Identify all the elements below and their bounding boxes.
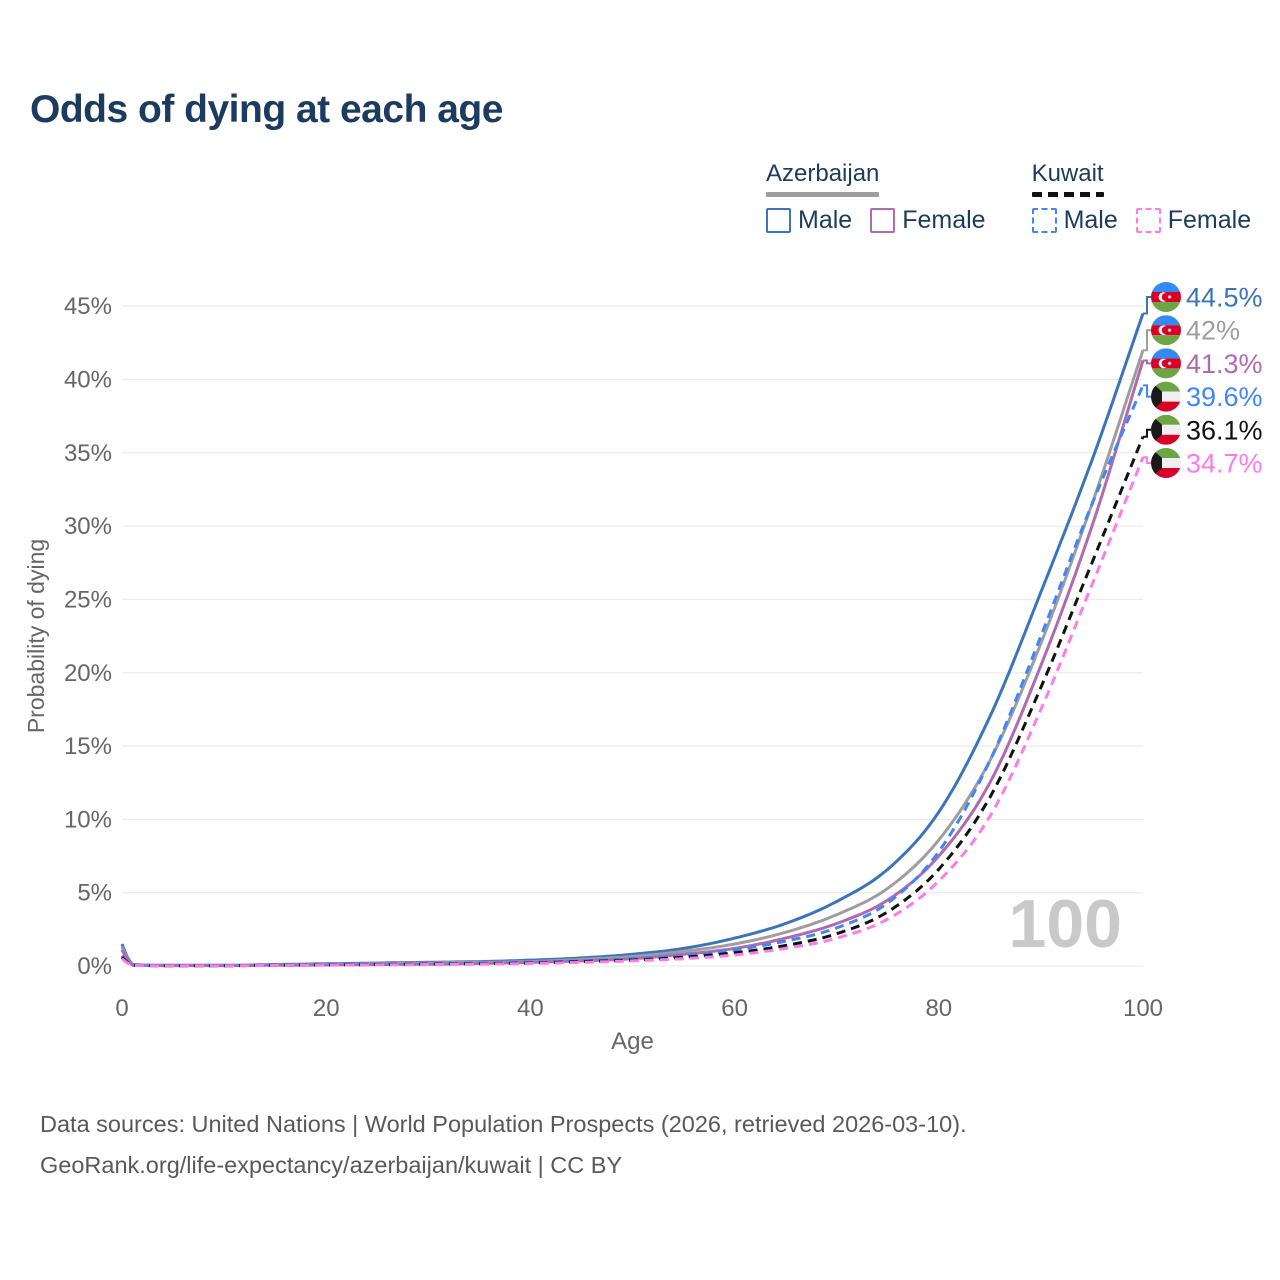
- legend-item-label: Female: [902, 206, 986, 234]
- flag-kuwait-icon: [1151, 448, 1181, 478]
- y-tick-label: 30%: [64, 513, 112, 540]
- legend: Azerbaijan Male Female Kuwait: [766, 160, 1251, 235]
- legend-item-label: Male: [1063, 206, 1118, 234]
- end-label-connector: [1143, 456, 1151, 464]
- y-tick-label: 25%: [64, 586, 112, 613]
- y-tick-label: 10%: [64, 806, 112, 833]
- legend-items-azerbaijan: Male Female: [766, 206, 986, 235]
- end-value-label-azerbaijan-male: 44.5%: [1186, 283, 1263, 313]
- x-tick-label: 0: [115, 995, 128, 1022]
- legend-swatch-kuwait-male-icon: [1031, 208, 1057, 233]
- legend-country-kuwait: Kuwait: [1031, 160, 1104, 197]
- end-label-connector: [1143, 296, 1151, 315]
- legend-swatch-kuwait-female-icon: [1135, 208, 1161, 233]
- footer-data-sources: Data sources: United Nations | World Pop…: [40, 1111, 967, 1137]
- y-tick-label: 40%: [64, 367, 112, 394]
- legend-item-azerbaijan-male[interactable]: Male: [766, 206, 852, 235]
- legend-country-label: Kuwait: [1031, 160, 1104, 187]
- end-label-connector: [1143, 329, 1151, 352]
- hovered-age-watermark: 100: [1009, 886, 1122, 962]
- y-axis-title: Probability of dying: [23, 539, 49, 733]
- end-value-label-kuwait-both-sexes: 36.1%: [1186, 415, 1263, 445]
- flag-azerbaijan-icon: [1151, 348, 1181, 379]
- legend-item-label: Male: [798, 206, 853, 234]
- x-axis-title: Age: [611, 1028, 654, 1055]
- footer: Data sources: United Nations | World Pop…: [40, 1104, 967, 1186]
- series-line-kuwait-female[interactable]: [121, 456, 1145, 968]
- end-value-label-azerbaijan-female: 41.3%: [1186, 349, 1263, 379]
- flag-kuwait-icon: [1151, 414, 1181, 445]
- legend-group-kuwait: Kuwait Male Female: [1031, 160, 1252, 235]
- flag-azerbaijan-icon: [1151, 315, 1181, 346]
- x-tick-label: 20: [313, 995, 340, 1022]
- y-tick-label: 15%: [64, 733, 112, 760]
- legend-country-label: Azerbaijan: [766, 160, 880, 187]
- y-tick-label: 35%: [64, 440, 112, 467]
- y-tick-label: 0%: [77, 953, 112, 980]
- plot-area[interactable]: [122, 300, 1143, 966]
- legend-swatch-azerbaijan-male-icon: [766, 208, 791, 233]
- flag-azerbaijan-icon: [1151, 282, 1181, 312]
- legend-country-azerbaijan: Azerbaijan: [766, 160, 880, 197]
- x-tick-label: 60: [721, 995, 748, 1022]
- page-title: Odds of dying at each age: [30, 88, 503, 131]
- end-value-label-kuwait-male: 39.6%: [1186, 382, 1263, 412]
- x-tick-label: 100: [1123, 995, 1163, 1022]
- y-tick-label: 45%: [64, 293, 112, 320]
- legend-items-kuwait: Male Female: [1031, 206, 1252, 235]
- legend-item-azerbaijan-female[interactable]: Female: [870, 206, 986, 235]
- footer-attribution: GeoRank.org/life-expectancy/azerbaijan/k…: [40, 1152, 623, 1178]
- end-value-label-azerbaijan-both-sexes: 42%: [1186, 316, 1240, 346]
- legend-item-kuwait-female[interactable]: Female: [1135, 206, 1252, 235]
- y-tick-label: 20%: [64, 660, 112, 687]
- end-label-connector: [1143, 428, 1151, 438]
- legend-line-sample-solid: [766, 192, 880, 197]
- y-tick-label: 5%: [77, 880, 112, 907]
- x-tick-label: 80: [925, 995, 952, 1022]
- legend-item-kuwait-male[interactable]: Male: [1031, 206, 1118, 235]
- legend-line-sample-dashed: [1031, 192, 1104, 197]
- end-value-label-kuwait-female: 34.7%: [1186, 449, 1263, 479]
- legend-swatch-azerbaijan-female-icon: [870, 208, 896, 233]
- x-tick-label: 40: [517, 995, 544, 1022]
- legend-group-azerbaijan: Azerbaijan Male Female: [766, 160, 986, 235]
- end-label-connector: [1143, 384, 1151, 398]
- end-label-connector: [1143, 359, 1151, 365]
- legend-item-label: Female: [1167, 206, 1252, 234]
- flag-kuwait-icon: [1151, 381, 1181, 412]
